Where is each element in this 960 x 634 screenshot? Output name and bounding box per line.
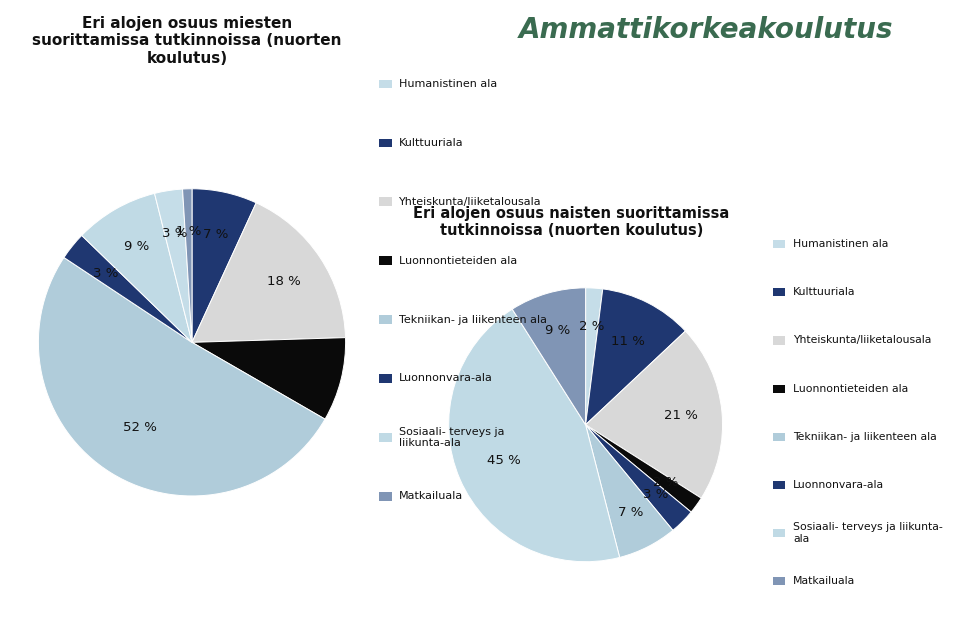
Wedge shape — [586, 425, 673, 557]
Text: Luonnontieteiden ala: Luonnontieteiden ala — [793, 384, 908, 394]
Wedge shape — [38, 257, 325, 496]
Text: Luonnonvara-ala: Luonnonvara-ala — [793, 480, 884, 490]
Text: Opetus- ja kulttuuriministeriö: Opetus- ja kulttuuriministeriö — [17, 581, 264, 596]
Text: 18 %: 18 % — [267, 275, 301, 288]
Wedge shape — [155, 189, 192, 342]
Wedge shape — [586, 331, 723, 498]
Text: Sosiaali- terveys ja
liikunta-ala: Sosiaali- terveys ja liikunta-ala — [399, 427, 505, 448]
Text: 2 %: 2 % — [653, 476, 678, 489]
Wedge shape — [586, 425, 701, 512]
Wedge shape — [192, 338, 346, 419]
Text: Eri alojen osuus naisten suorittamissa
tutkinnoissa (nuorten koulutus): Eri alojen osuus naisten suorittamissa t… — [413, 206, 730, 238]
Text: Yhteiskunta/liiketalousala: Yhteiskunta/liiketalousala — [793, 335, 931, 346]
Text: Matkailuala: Matkailuala — [793, 576, 855, 586]
Text: Eri alojen osuus miesten
suorittamissa tutkinnoissa (nuorten
koulutus): Eri alojen osuus miesten suorittamissa t… — [33, 16, 342, 66]
Text: Luonnonvara-ala: Luonnonvara-ala — [399, 373, 493, 384]
Text: Undervisnings- och kulturministeriet: Undervisnings- och kulturministeriet — [17, 613, 285, 628]
Wedge shape — [192, 189, 256, 342]
Text: Humanistinen ala: Humanistinen ala — [399, 79, 497, 89]
Text: 3 %: 3 % — [162, 226, 188, 240]
Text: Kulttuuriala: Kulttuuriala — [793, 287, 855, 297]
Text: Kulttuuriala: Kulttuuriala — [399, 138, 464, 148]
Wedge shape — [64, 235, 192, 342]
Text: Luonnontieteiden ala: Luonnontieteiden ala — [399, 256, 517, 266]
Text: Tekniikan- ja liikenteen ala: Tekniikan- ja liikenteen ala — [793, 432, 937, 442]
Wedge shape — [586, 288, 603, 425]
Text: 21 %: 21 % — [664, 410, 698, 422]
Text: 9 %: 9 % — [124, 240, 150, 253]
Wedge shape — [513, 288, 586, 425]
Wedge shape — [192, 203, 346, 342]
Text: 7 %: 7 % — [203, 228, 228, 241]
Text: 2 %: 2 % — [579, 320, 605, 333]
Text: 52 %: 52 % — [123, 421, 156, 434]
Wedge shape — [182, 189, 192, 342]
Text: 11 %: 11 % — [611, 335, 645, 348]
Text: Tekniikan- ja liikenteen ala: Tekniikan- ja liikenteen ala — [399, 314, 547, 325]
Text: 9 %: 9 % — [545, 323, 570, 337]
Text: 3 %: 3 % — [642, 488, 668, 501]
Text: 45 %: 45 % — [487, 454, 520, 467]
Text: Sosiaali- terveys ja liikunta-
ala: Sosiaali- terveys ja liikunta- ala — [793, 522, 943, 544]
Wedge shape — [586, 289, 685, 425]
Wedge shape — [448, 309, 619, 562]
Text: 1 %: 1 % — [176, 225, 202, 238]
Text: Humanistinen ala: Humanistinen ala — [793, 239, 888, 249]
Text: Yhteiskunta/liiketalousala: Yhteiskunta/liiketalousala — [399, 197, 542, 207]
Wedge shape — [586, 425, 691, 530]
Text: 7 %: 7 % — [617, 506, 643, 519]
Text: 3 %: 3 % — [93, 266, 118, 280]
Text: Ammattikorkeakoulutus: Ammattikorkeakoulutus — [518, 16, 893, 44]
Wedge shape — [82, 193, 192, 342]
Text: Matkailuala: Matkailuala — [399, 491, 464, 501]
